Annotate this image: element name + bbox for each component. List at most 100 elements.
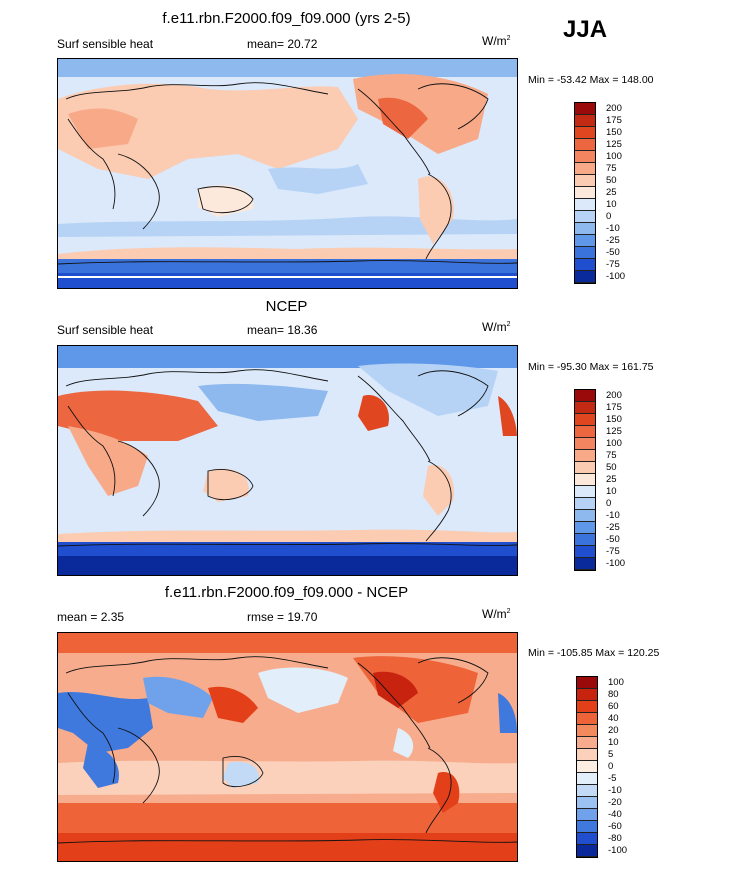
colorbar-swatch xyxy=(575,115,595,127)
panel-3-colorbar: 100 80 60 40 20 10 5 0 -5 -10 -20 -40 -60 -80 -100 xyxy=(576,676,627,858)
colorbar-swatch xyxy=(575,546,595,558)
colorbar-swatch xyxy=(577,833,597,845)
panel-2-units: W/m2 xyxy=(482,320,511,334)
colorbar-swatch xyxy=(575,247,595,259)
colorbar-swatch xyxy=(575,127,595,139)
colorbar-tick-label: 60 xyxy=(608,701,619,712)
panel-1-units-base: W/m xyxy=(482,34,507,48)
panel-1-mean-value: 20.72 xyxy=(287,37,318,51)
colorbar-tick-label: 10 xyxy=(606,199,617,210)
colorbar-swatch xyxy=(577,785,597,797)
colorbar-swatch xyxy=(575,163,595,175)
colorbar-swatch xyxy=(575,139,595,151)
colorbar-swatch xyxy=(575,474,595,486)
colorbar-swatch xyxy=(575,438,595,450)
panel-2-units-base: W/m xyxy=(482,320,507,334)
colorbar-swatch xyxy=(575,414,595,426)
colorbar-swatch xyxy=(575,558,595,570)
colorbar-tick-label: -40 xyxy=(608,809,622,820)
colorbar-swatch xyxy=(575,402,595,414)
colorbar-swatch xyxy=(575,259,595,271)
colorbar-swatch xyxy=(575,486,595,498)
colorbar-tick-label: 0 xyxy=(606,498,612,509)
colorbar-tick-label: 175 xyxy=(606,115,622,126)
panel-1-colorbar: 200 175 150 125 100 75 50 25 10 0 -10 -25 -50 -75 -100 xyxy=(574,102,625,284)
colorbar-tick-label: 0 xyxy=(608,761,614,772)
colorbar-tick-label: 175 xyxy=(606,402,622,413)
panel-2-mean-label: mean= xyxy=(247,323,285,337)
colorbar-swatch xyxy=(575,534,595,546)
colorbar-tick-label: -25 xyxy=(606,522,620,533)
colorbar-swatch xyxy=(577,797,597,809)
colorbar-tick-label: 75 xyxy=(606,163,617,174)
panel-3-rmse-value: 19.70 xyxy=(287,610,318,624)
colorbar-tick-label: 200 xyxy=(606,103,622,114)
colorbar-swatch xyxy=(575,103,595,115)
colorbar-tick-label: 100 xyxy=(608,677,624,688)
colorbar-swatch xyxy=(575,426,595,438)
colorbar-tick-label: 80 xyxy=(608,689,619,700)
colorbar-swatch xyxy=(575,522,595,534)
panel-2-colorbar: 200 175 150 125 100 75 50 25 10 0 -10 -25 -50 -75 -100 xyxy=(574,389,625,571)
colorbar-swatch xyxy=(575,510,595,522)
panel-1-title: f.e11.rbn.F2000.f09_f09.000 (yrs 2-5) xyxy=(162,10,411,27)
colorbar-tick-label: 40 xyxy=(608,713,619,724)
colorbar-tick-label: 0 xyxy=(606,211,612,222)
panel-1-units-exp: 2 xyxy=(506,35,511,42)
colorbar-tick-label: -10 xyxy=(608,785,622,796)
colorbar-tick-label: -25 xyxy=(606,235,620,246)
colorbar-tick-label: 10 xyxy=(608,737,619,748)
colorbar-tick-label: 25 xyxy=(606,474,617,485)
colorbar-tick-label: 5 xyxy=(608,749,614,760)
panel-2-units-exp: 2 xyxy=(506,321,511,328)
colorbar-swatch xyxy=(575,223,595,235)
colorbar-swatch xyxy=(577,773,597,785)
colorbar-tick-label: -75 xyxy=(606,259,620,270)
colorbar-swatch xyxy=(577,689,597,701)
colorbar-swatch xyxy=(575,187,595,199)
panel-3-units: W/m2 xyxy=(482,607,511,621)
colorbar-tick-label: -100 xyxy=(606,558,626,569)
colorbar-swatch xyxy=(577,821,597,833)
colorbar-swatch xyxy=(577,761,597,773)
colorbar-tick-label: -5 xyxy=(608,773,617,784)
colorbar-swatch xyxy=(577,701,597,713)
panel-2-mean-value: 18.36 xyxy=(287,323,318,337)
panel-2-variable-label: Surf sensible heat xyxy=(57,323,154,337)
season-label: JJA xyxy=(563,16,608,43)
colorbar-tick-label: 25 xyxy=(606,187,617,198)
colorbar-tick-label: 50 xyxy=(606,462,617,473)
panel-3-minmax: Min = -105.85 Max = 120.25 xyxy=(528,647,660,659)
colorbar-swatch xyxy=(577,809,597,821)
colorbar-tick-label: -50 xyxy=(606,247,620,258)
panel-2-mean: mean= 18.36 xyxy=(247,323,317,337)
panel-2-map xyxy=(57,345,518,576)
colorbar-tick-label: -60 xyxy=(608,821,622,832)
colorbar-swatch xyxy=(575,151,595,163)
colorbar-tick-label: 150 xyxy=(606,127,622,138)
panel-3-units-exp: 2 xyxy=(506,608,511,615)
colorbar-swatch xyxy=(577,725,597,737)
panel-3-rmse: rmse = 19.70 xyxy=(247,610,317,624)
panel-3-units-base: W/m xyxy=(482,607,507,621)
panel-2-map-plot xyxy=(58,346,517,575)
panel-1-map xyxy=(57,58,518,289)
panel-1-minmax: Min = -53.42 Max = 148.00 xyxy=(528,74,654,86)
colorbar-swatch xyxy=(577,845,597,857)
colorbar-swatch xyxy=(577,677,597,689)
colorbar-swatch xyxy=(575,271,595,283)
colorbar-tick-label: 50 xyxy=(606,175,617,186)
colorbar-swatch xyxy=(577,749,597,761)
colorbar-tick-label: -10 xyxy=(606,510,620,521)
colorbar-tick-label: 125 xyxy=(606,426,622,437)
colorbar-tick-label: -10 xyxy=(606,223,620,234)
colorbar-tick-label: -80 xyxy=(608,833,622,844)
colorbar-swatch xyxy=(575,390,595,402)
colorbar-swatch xyxy=(577,713,597,725)
panel-3-map xyxy=(57,632,518,862)
colorbar-tick-label: 75 xyxy=(606,450,617,461)
colorbar-tick-label: -75 xyxy=(606,546,620,557)
colorbar-swatch xyxy=(575,175,595,187)
panel-3-title: f.e11.rbn.F2000.f09_f09.000 - NCEP xyxy=(164,584,409,601)
colorbar-tick-label: 125 xyxy=(606,139,622,150)
